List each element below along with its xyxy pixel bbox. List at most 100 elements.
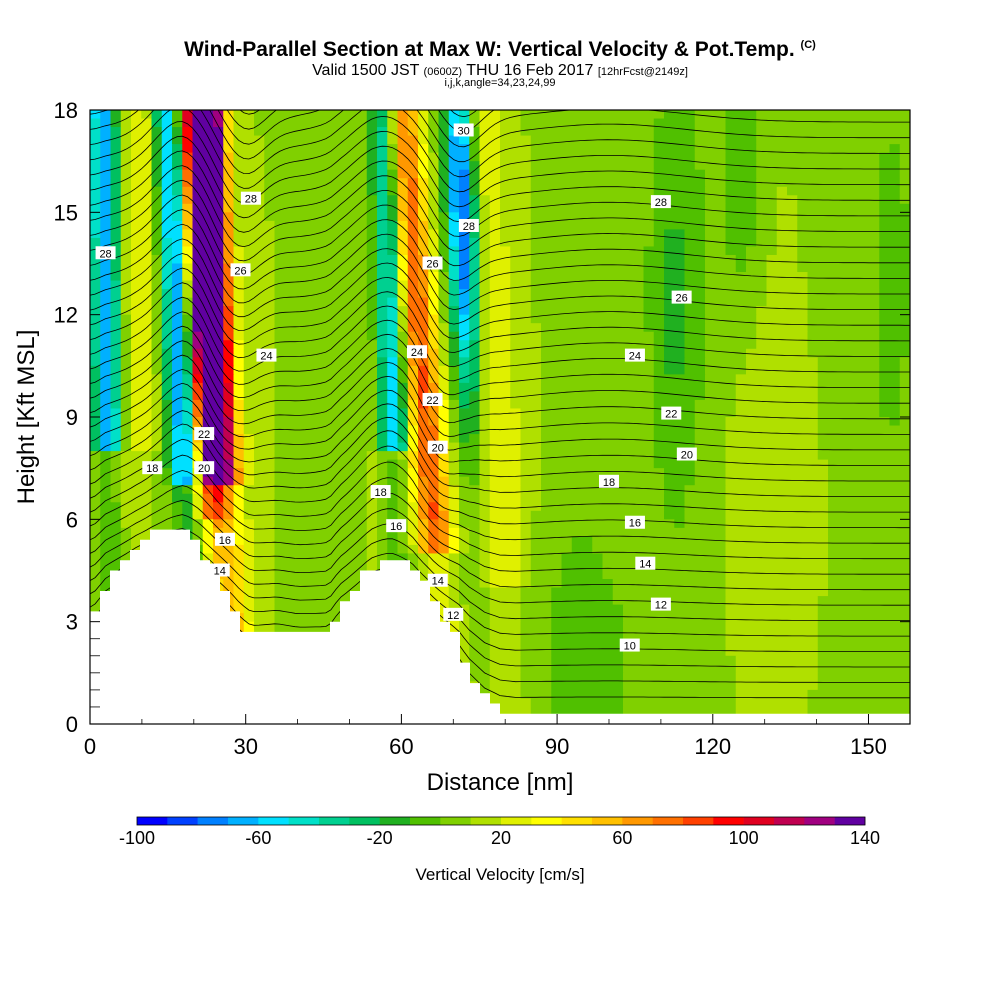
velocity-cell: [787, 263, 798, 273]
velocity-cell: [479, 579, 491, 589]
velocity-cell: [479, 553, 491, 563]
velocity-cell: [828, 212, 839, 222]
velocity-cell: [725, 510, 737, 520]
velocity-cell: [305, 596, 317, 606]
velocity-cell: [643, 169, 655, 179]
velocity-cell: [459, 297, 470, 307]
velocity-cell: [264, 570, 276, 580]
velocity-cell: [202, 110, 214, 120]
velocity-cell: [879, 434, 891, 444]
velocity-cell: [787, 621, 798, 631]
velocity-cell: [828, 314, 839, 324]
velocity-cell: [161, 476, 173, 486]
velocity-cell: [489, 510, 501, 520]
velocity-cell: [336, 340, 347, 350]
velocity-cell: [694, 493, 706, 503]
velocity-cell: [131, 263, 142, 273]
velocity-cell: [172, 297, 183, 307]
velocity-cell: [274, 570, 286, 580]
velocity-cell: [448, 587, 460, 597]
velocity-cell: [643, 212, 655, 222]
velocity-cell: [387, 144, 399, 154]
velocity-cell: [151, 399, 163, 410]
velocity-cell: [366, 527, 378, 537]
velocity-cell: [325, 561, 337, 572]
velocity-cell: [797, 399, 809, 410]
velocity-cell: [233, 229, 245, 239]
velocity-cell: [602, 229, 614, 239]
velocity-cell: [182, 186, 194, 196]
velocity-cell: [817, 493, 829, 503]
velocity-cell: [182, 459, 194, 469]
velocity-cell: [356, 169, 368, 179]
velocity-cell: [684, 434, 696, 444]
velocity-cell: [530, 323, 542, 333]
velocity-cell: [899, 323, 910, 333]
velocity-cell: [315, 203, 327, 213]
velocity-cell: [182, 417, 194, 427]
velocity-cell: [151, 144, 163, 154]
velocity-cell: [705, 178, 716, 188]
velocity-cell: [817, 374, 829, 384]
velocity-cell: [510, 579, 522, 589]
velocity-cell: [551, 280, 563, 290]
velocity-cell: [869, 246, 880, 256]
velocity-cell: [325, 331, 337, 341]
velocity-cell: [694, 621, 706, 631]
velocity-cell: [213, 493, 224, 503]
velocity-cell: [315, 195, 327, 205]
velocity-cell: [520, 527, 532, 537]
velocity-cell: [776, 579, 788, 589]
velocity-cell: [264, 169, 276, 179]
velocity-cell: [233, 306, 245, 316]
velocity-cell: [858, 152, 870, 162]
velocity-cell: [213, 118, 224, 128]
velocity-cell: [592, 468, 604, 478]
velocity-cell: [541, 502, 552, 512]
velocity-cell: [479, 476, 491, 486]
velocity-cell: [500, 297, 511, 307]
velocity-cell: [879, 391, 891, 401]
velocity-cell: [131, 519, 142, 529]
velocity-cell: [746, 152, 757, 162]
velocity-cell: [674, 493, 686, 503]
velocity-cell: [387, 212, 399, 222]
velocity-cell: [899, 178, 910, 188]
velocity-cell: [510, 254, 522, 265]
velocity-cell: [602, 297, 614, 307]
velocity-cell: [623, 306, 634, 316]
velocity-cell: [889, 169, 901, 179]
velocity-cell: [817, 237, 829, 248]
velocity-cell: [787, 186, 798, 196]
velocity-cell: [561, 604, 573, 614]
velocity-cell: [746, 348, 757, 358]
velocity-cell: [899, 613, 910, 623]
velocity-cell: [161, 468, 173, 478]
velocity-cell: [387, 195, 399, 205]
velocity-cell: [838, 203, 850, 213]
velocity-cell: [766, 630, 778, 640]
velocity-cell: [459, 451, 470, 461]
velocity-cell: [336, 195, 347, 205]
velocity-cell: [315, 186, 327, 196]
velocity-cell: [254, 186, 265, 196]
velocity-cell: [766, 323, 778, 333]
velocity-cell: [848, 519, 860, 529]
velocity-cell: [889, 110, 901, 120]
velocity-cell: [90, 459, 101, 469]
velocity-cell: [684, 630, 696, 640]
velocity-cell: [489, 178, 501, 188]
velocity-cell: [366, 340, 378, 350]
velocity-cell: [141, 493, 153, 503]
velocity-cell: [623, 161, 634, 171]
velocity-cell: [592, 544, 604, 555]
velocity-cell: [776, 493, 788, 503]
velocity-cell: [500, 587, 511, 597]
velocity-cell: [694, 314, 706, 324]
velocity-cell: [715, 579, 727, 589]
velocity-cell: [612, 144, 624, 154]
velocity-cell: [489, 587, 501, 597]
velocity-cell: [787, 203, 798, 213]
velocity-cell: [541, 561, 552, 572]
velocity-cell: [264, 229, 276, 239]
